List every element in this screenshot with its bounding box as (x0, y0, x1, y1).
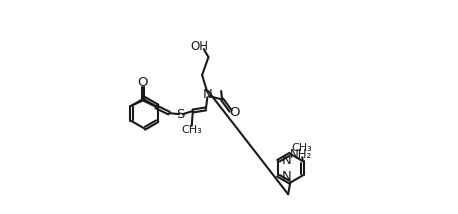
Text: CH₃: CH₃ (181, 125, 202, 135)
Text: N: N (202, 88, 212, 101)
Text: N: N (282, 169, 291, 183)
Text: O: O (138, 76, 148, 89)
Text: N: N (282, 154, 291, 167)
Text: S: S (177, 108, 185, 121)
Text: CH₃: CH₃ (291, 143, 312, 153)
Text: OH: OH (191, 40, 208, 53)
Text: O: O (229, 106, 240, 119)
Text: NH₂: NH₂ (289, 148, 312, 161)
